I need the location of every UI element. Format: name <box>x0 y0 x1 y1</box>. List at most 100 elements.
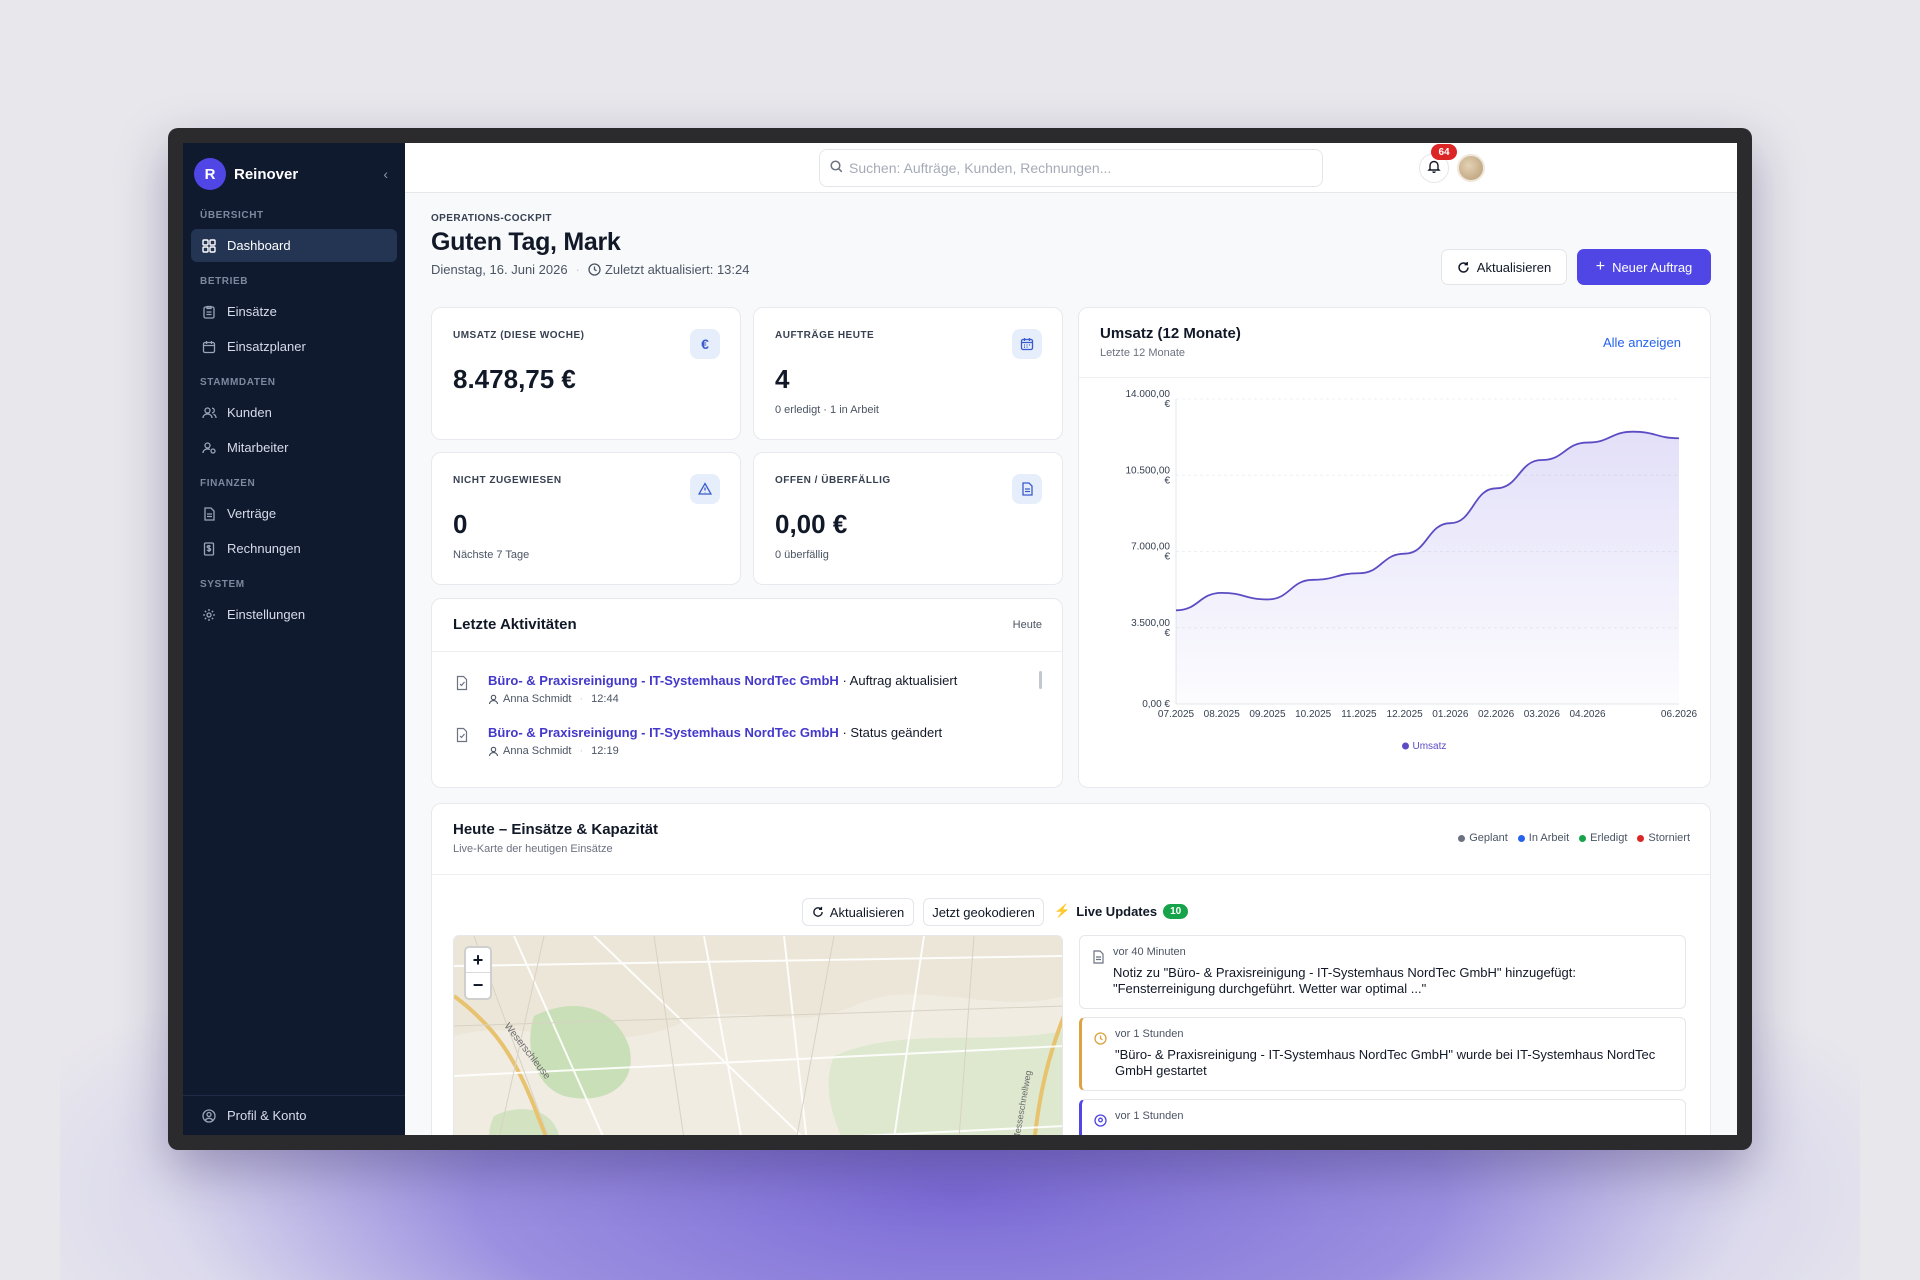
kpi-card-revenue: UMSATZ (DIESE WOCHE) € 8.478,75 € <box>431 307 741 440</box>
chart-subtitle: Letzte 12 Monate <box>1100 347 1186 359</box>
legend-dot <box>1458 834 1466 842</box>
live-updates-header: ⚡ Live Updates 10 <box>1054 903 1189 919</box>
x-tick-label: 08.2025 <box>1204 709 1241 720</box>
kpi-value: 4 <box>775 364 790 394</box>
activity-link[interactable]: Büro- & Praxisreinigung - IT-Systemhaus … <box>488 725 839 740</box>
sidebar-item-einsaetze[interactable]: Einsätze <box>191 295 397 328</box>
activity-link[interactable]: Büro- & Praxisreinigung - IT-Systemhaus … <box>488 673 839 688</box>
y-tick-label: 10.500,00 € <box>1126 465 1171 486</box>
x-tick-label: 02.2026 <box>1478 709 1515 720</box>
users-icon <box>201 405 217 421</box>
lightning-icon: ⚡ <box>1054 903 1071 918</box>
sidebar-item-einsatzplaner[interactable]: Einsatzplaner <box>191 330 397 363</box>
refresh-button[interactable]: Aktualisieren <box>1441 249 1567 285</box>
sidebar-item-einstellungen[interactable]: Einstellungen <box>191 598 397 631</box>
activity-action: · Auftrag aktualisiert <box>838 673 958 688</box>
activity-item[interactable]: Büro- & Praxisreinigung - IT-Systemhaus … <box>452 725 1042 769</box>
zoom-out-button[interactable]: − <box>472 975 484 995</box>
zoom-in-button[interactable]: + <box>466 948 490 973</box>
kpi-subtext: 0 überfällig <box>775 549 829 561</box>
dashboard-icon <box>201 238 217 254</box>
live-map[interactable]: Weserschleuse Messeschnellweg + − <box>453 935 1063 1135</box>
sidebar-item-rechnungen[interactable]: Rechnungen <box>191 532 397 565</box>
refresh-icon <box>812 906 824 918</box>
kpi-card-open-overdue: OFFEN / ÜBERFÄLLIG 0,00 € 0 überfällig <box>753 452 1063 585</box>
divider <box>432 651 1062 652</box>
live-feed: vor 40 Minuten Notiz zu "Büro- & Praxisr… <box>1079 935 1686 1135</box>
x-tick-label: 07.2025 <box>1158 709 1195 720</box>
live-update-item[interactable]: vor 1 Stunden <box>1079 1099 1686 1135</box>
live-update-item[interactable]: vor 40 Minuten Notiz zu "Büro- & Praxisr… <box>1079 935 1686 1009</box>
document-icon <box>1092 950 1106 964</box>
sidebar-item-label: Einsatzplaner <box>227 339 306 354</box>
live-update-time: vor 40 Minuten <box>1113 946 1186 958</box>
live-count-badge: 10 <box>1163 903 1189 919</box>
live-update-item[interactable]: vor 1 Stunden "Büro- & Praxisreinigung -… <box>1079 1017 1686 1091</box>
page-meta: Dienstag, 16. Juni 2026 · Zuletzt aktual… <box>431 262 1711 277</box>
collapse-sidebar-icon[interactable]: ‹ <box>383 166 388 182</box>
activity-user: Anna Schmidt <box>503 745 572 757</box>
refresh-label: Aktualisieren <box>1476 259 1552 275</box>
sidebar-item-kunden[interactable]: Kunden <box>191 396 397 429</box>
legend-dot <box>1517 834 1525 842</box>
y-tick-label: 3.500,00 € <box>1131 618 1170 639</box>
legend-item-geplant: Geplant <box>1458 832 1508 844</box>
x-tick-label: 01.2026 <box>1432 709 1469 720</box>
revenue-chart: 0,00 € 3.500,00 € 7.000,00 € 10.500,00 € 14.000… <box>1126 389 1698 752</box>
revenue-chart-card: Umsatz (12 Monate) Letzte 12 Monate Alle… <box>1078 307 1711 788</box>
activity-meta: Anna Schmidt · 12:44 <box>488 693 619 705</box>
main-content: 64 OPERATIONS-COCKPIT Guten Tag, Mark Di… <box>405 143 1737 1135</box>
section-label-finanzen: FINANZEN <box>200 478 256 489</box>
live-update-text: Notiz zu "Büro- & Praxisreinigung - IT-S… <box>1113 965 1576 996</box>
y-tick-label: 14.000,00 € <box>1126 389 1171 410</box>
sidebar-item-profile[interactable]: Profil & Konto <box>183 1095 405 1135</box>
live-updates-title: Live Updates <box>1076 903 1158 919</box>
avatar[interactable] <box>1457 154 1485 182</box>
search-input[interactable] <box>849 160 1312 176</box>
new-order-button[interactable]: + Neuer Auftrag <box>1577 249 1711 285</box>
brand: R Reinover ‹ <box>191 158 397 208</box>
sidebar-item-vertraege[interactable]: Verträge <box>191 497 397 530</box>
x-tick-label: 11.2025 <box>1341 709 1377 720</box>
warning-icon <box>690 474 720 504</box>
activities-title: Letzte Aktivitäten <box>453 616 577 633</box>
scrollbar[interactable] <box>1039 671 1042 689</box>
sidebar-item-label: Einstellungen <box>227 607 306 622</box>
today-subtitle: Live-Karte der heutigen Einsätze <box>453 843 613 855</box>
sidebar-item-label: Mitarbeiter <box>227 440 289 455</box>
activity-item[interactable]: Büro- & Praxisreinigung - IT-Systemhaus … <box>452 673 1042 717</box>
location-icon <box>1094 1114 1108 1128</box>
page-eyebrow: OPERATIONS-COCKPIT <box>431 213 552 224</box>
legend-label: In Arbeit <box>1528 832 1570 844</box>
show-all-link[interactable]: Alle anzeigen <box>1602 335 1681 350</box>
sidebar-item-mitarbeiter[interactable]: Mitarbeiter <box>191 431 397 464</box>
gear-icon <box>201 607 217 623</box>
activity-line: Büro- & Praxisreinigung - IT-Systemhaus … <box>488 673 957 688</box>
divider <box>432 874 1710 875</box>
activity-user: Anna Schmidt <box>503 693 572 705</box>
kpi-label: NICHT ZUGEWIESEN <box>453 475 562 486</box>
search-box[interactable] <box>819 149 1323 187</box>
kpi-card-orders-today: AUFTRÄGE HEUTE 4 0 erledigt · 1 in Arbei… <box>753 307 1063 440</box>
geocode-button[interactable]: Jetzt geokodieren <box>923 898 1044 926</box>
euro-icon: € <box>690 329 720 359</box>
kpi-label: AUFTRÄGE HEUTE <box>775 330 875 341</box>
legend-label: Geplant <box>1469 832 1508 844</box>
legend-label: Erledigt <box>1590 832 1628 844</box>
status-legend: Geplant In Arbeit Erledigt Storniert <box>1458 832 1690 844</box>
map-refresh-button[interactable]: Aktualisieren <box>802 898 914 926</box>
live-update-time: vor 1 Stunden <box>1115 1028 1184 1040</box>
section-label-uebersicht: ÜBERSICHT <box>200 210 264 221</box>
brand-name: Reinover <box>234 165 299 183</box>
map-refresh-label: Aktualisieren <box>829 904 905 920</box>
invoice-icon <box>201 541 217 557</box>
area-fill-umsatz <box>1176 431 1679 704</box>
chart-title: Umsatz (12 Monate) <box>1100 325 1241 342</box>
legend-dot <box>1637 834 1645 842</box>
sidebar-item-dashboard[interactable]: Dashboard <box>191 229 397 262</box>
kpi-value: 8.478,75 € <box>453 364 576 394</box>
sidebar-item-label: Dashboard <box>227 238 291 253</box>
kpi-value: 0,00 € <box>775 509 848 539</box>
x-tick-label: 09.2025 <box>1249 709 1286 720</box>
brand-logo[interactable]: R <box>194 158 226 190</box>
